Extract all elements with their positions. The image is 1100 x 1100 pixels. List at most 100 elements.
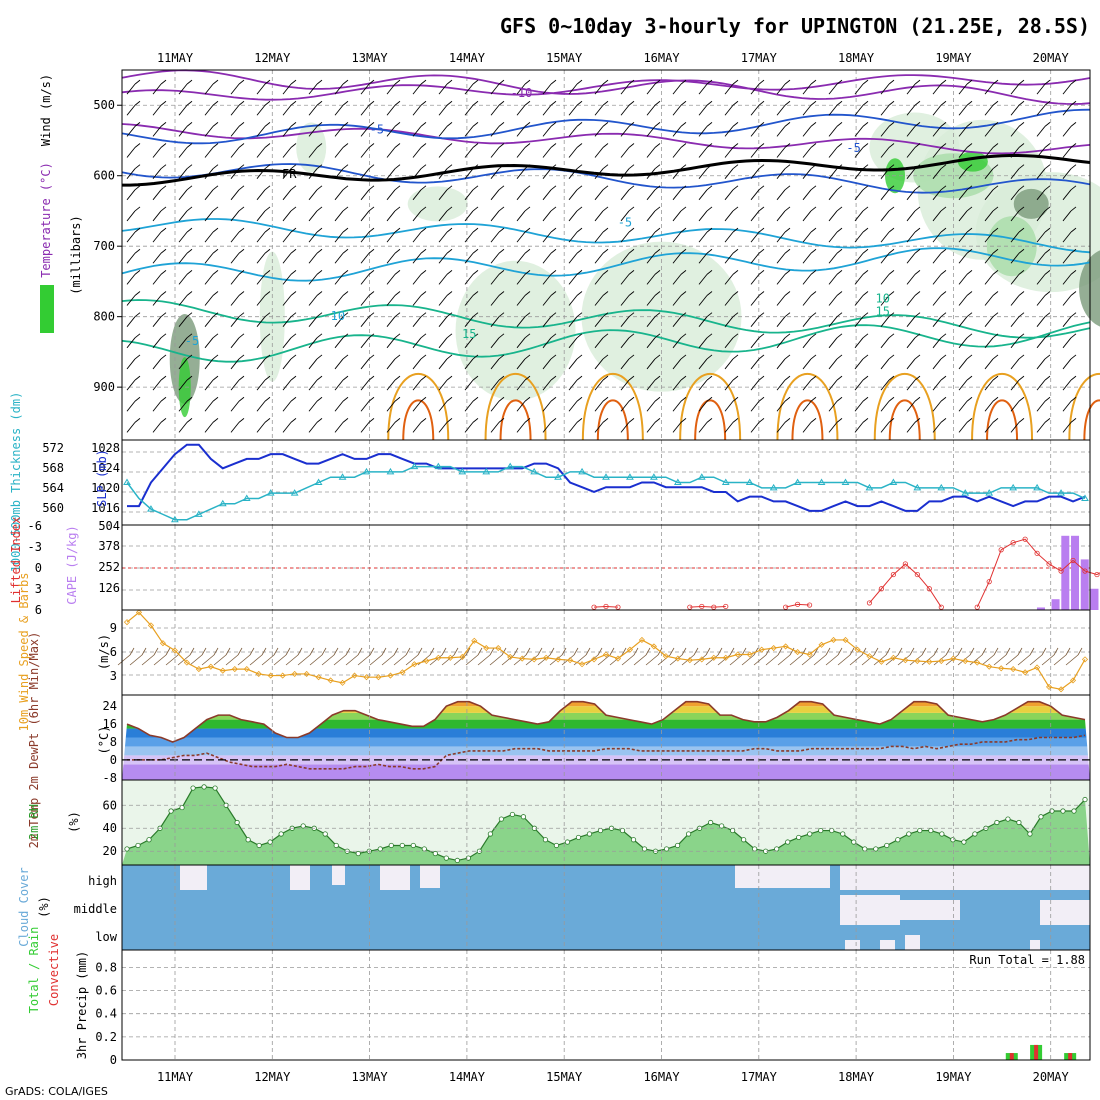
wind-barb-flag (1044, 270, 1051, 275)
wind-barb (178, 316, 188, 327)
rh-marker (917, 827, 923, 834)
wind-barb-flag (862, 143, 869, 148)
wind-barb-flag (290, 143, 297, 148)
wind-barb-flag (316, 248, 323, 254)
wind-barb-flag (342, 122, 349, 127)
wind-barb-flag (784, 354, 791, 360)
wind-barb (880, 252, 890, 264)
wind-barb (178, 422, 188, 433)
wind-barb-flag (836, 143, 843, 148)
wind-barb (646, 252, 656, 264)
wind-barb-flag (914, 333, 921, 339)
wind-barb (1062, 316, 1072, 327)
wind-speed-marker (614, 655, 622, 662)
thickness-marker (841, 478, 850, 485)
wind-barb (230, 189, 240, 201)
wind-barb (360, 422, 370, 433)
wind-barb-flag (1070, 122, 1077, 127)
thickness-marker (194, 510, 203, 517)
wind-barb (984, 147, 994, 158)
wind-barb (724, 168, 734, 179)
wind-barb (490, 400, 500, 412)
temp-tick-label: 0 (110, 753, 117, 767)
wind-barb-flag (550, 143, 557, 148)
cloud-gap (845, 940, 860, 950)
wind-barb (308, 231, 318, 243)
wind-barb-flag (862, 291, 869, 296)
wind-barb-flag (420, 100, 427, 106)
wind-barb-flag (836, 312, 843, 318)
wind-speed-marker (303, 670, 310, 678)
wind-barb-10m (513, 654, 527, 666)
wind-barb-flag (576, 100, 583, 106)
wind-barb-flag (1044, 354, 1051, 360)
wind-barb-flag (238, 312, 245, 318)
wind-barb (958, 274, 968, 285)
wind-barb (438, 104, 448, 116)
wind-barb (542, 231, 552, 243)
wind-barb-10m-flag (441, 647, 447, 656)
warm-contour (971, 372, 1034, 441)
wind-barb (360, 126, 370, 137)
wind-barb-flag (940, 227, 947, 233)
wind-speed-marker (974, 659, 981, 666)
wind-barb (776, 210, 786, 222)
wind-barb (802, 316, 812, 327)
panel-upper-air: -10-5-5FR-5-510101515500600700800900Wind… (39, 69, 1100, 441)
wind-barb-10m-flag (477, 647, 483, 656)
wind-barb-flag (628, 248, 635, 254)
wind-barb-flag (446, 227, 453, 233)
wind-barb (308, 189, 318, 201)
wind-barb-flag (238, 291, 245, 296)
temp-band (122, 746, 1090, 756)
wind-barb-flag (1070, 79, 1077, 85)
wind-barb (178, 379, 188, 391)
wind-barb-flag (628, 375, 635, 381)
wind-barb-flag (914, 248, 921, 254)
rh-marker (674, 842, 681, 849)
wind-barb-flag (732, 291, 739, 296)
wind-barb (672, 104, 682, 116)
bottom-date-label: 16MAY (643, 1070, 680, 1084)
ylabel-2m-temp: 2m Temp 2m DewPt (6hr Min/Max) (27, 632, 41, 849)
wind-barb (1062, 337, 1072, 349)
wind-barb (334, 83, 344, 95)
rh-marker (245, 837, 251, 843)
wind-barb-flag (1044, 79, 1051, 85)
wind-barb-flag (888, 418, 895, 423)
wind-barb (204, 400, 214, 412)
wind-barb (152, 104, 162, 116)
wind-barb-10m (885, 654, 899, 666)
wind-barb (594, 400, 604, 412)
wind-barb-flag (212, 291, 219, 296)
thickness-marker (793, 478, 802, 485)
wind-barb-10m-flag (813, 647, 819, 656)
wind-barb (256, 189, 266, 201)
precip-tick-label: 0.6 (95, 984, 117, 998)
wind-barb-flag (810, 79, 817, 85)
cloud-gap (290, 865, 310, 890)
wind-barb-flag (888, 143, 895, 148)
wind-barb-flag (1070, 270, 1077, 275)
wind-barb-10m-flag (945, 647, 951, 656)
wind-barb-flag (862, 333, 869, 339)
wind-barb-flag (680, 375, 687, 381)
wind-barb-10m (261, 654, 275, 666)
wind-barb (802, 126, 812, 137)
wind-barb (802, 337, 812, 349)
wind-barb-10m-flag (513, 647, 519, 656)
wind-barb (724, 126, 734, 137)
top-date-label: 19MAY (935, 51, 972, 65)
wind-barb-flag (212, 143, 219, 148)
li-marker (591, 604, 597, 610)
wind-barb-flag (238, 375, 245, 381)
rh-tick-label: 20 (103, 844, 117, 858)
wind-barb-flag (472, 206, 479, 212)
wind-barb-10m (849, 654, 863, 666)
wind-barb-flag (186, 333, 193, 339)
wind-barb (646, 295, 656, 306)
wind-barb (724, 147, 734, 158)
wind-barb-flag (524, 291, 531, 296)
thickness-marker (434, 462, 443, 470)
wind-barb-flag (524, 354, 531, 360)
